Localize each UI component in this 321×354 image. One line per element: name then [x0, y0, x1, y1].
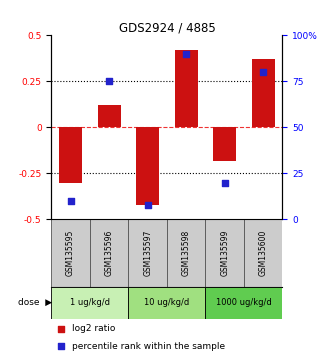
Text: GSM135599: GSM135599 [220, 230, 229, 276]
Bar [252, 59, 275, 127]
Bar [213, 127, 236, 161]
Point [107, 79, 112, 84]
FancyBboxPatch shape [205, 287, 282, 319]
FancyBboxPatch shape [167, 219, 205, 287]
Text: log2 ratio: log2 ratio [72, 324, 116, 333]
Text: GSM135595: GSM135595 [66, 230, 75, 276]
Bar [175, 50, 198, 127]
Point [145, 202, 150, 207]
Point [222, 180, 227, 185]
Text: GSM135597: GSM135597 [143, 230, 152, 276]
FancyBboxPatch shape [51, 287, 128, 319]
Text: 10 ug/kg/d: 10 ug/kg/d [144, 298, 189, 307]
Bar [59, 127, 82, 183]
Text: percentile rank within the sample: percentile rank within the sample [72, 342, 225, 351]
Point [68, 198, 73, 204]
Point [58, 326, 63, 331]
Point [184, 51, 189, 57]
Text: 1 ug/kg/d: 1 ug/kg/d [70, 298, 110, 307]
FancyBboxPatch shape [90, 219, 128, 287]
Text: dose  ▶: dose ▶ [18, 298, 52, 307]
Point [261, 69, 266, 75]
FancyBboxPatch shape [128, 219, 167, 287]
FancyBboxPatch shape [51, 219, 90, 287]
FancyBboxPatch shape [244, 219, 282, 287]
Title: GDS2924 / 4885: GDS2924 / 4885 [118, 21, 215, 34]
FancyBboxPatch shape [128, 287, 205, 319]
Text: GSM135600: GSM135600 [259, 230, 268, 276]
Text: GSM135598: GSM135598 [182, 230, 191, 276]
Bar [136, 127, 159, 205]
Text: 1000 ug/kg/d: 1000 ug/kg/d [216, 298, 272, 307]
FancyBboxPatch shape [205, 219, 244, 287]
Point [58, 343, 63, 349]
Text: GSM135596: GSM135596 [105, 230, 114, 276]
Bar [98, 105, 121, 127]
